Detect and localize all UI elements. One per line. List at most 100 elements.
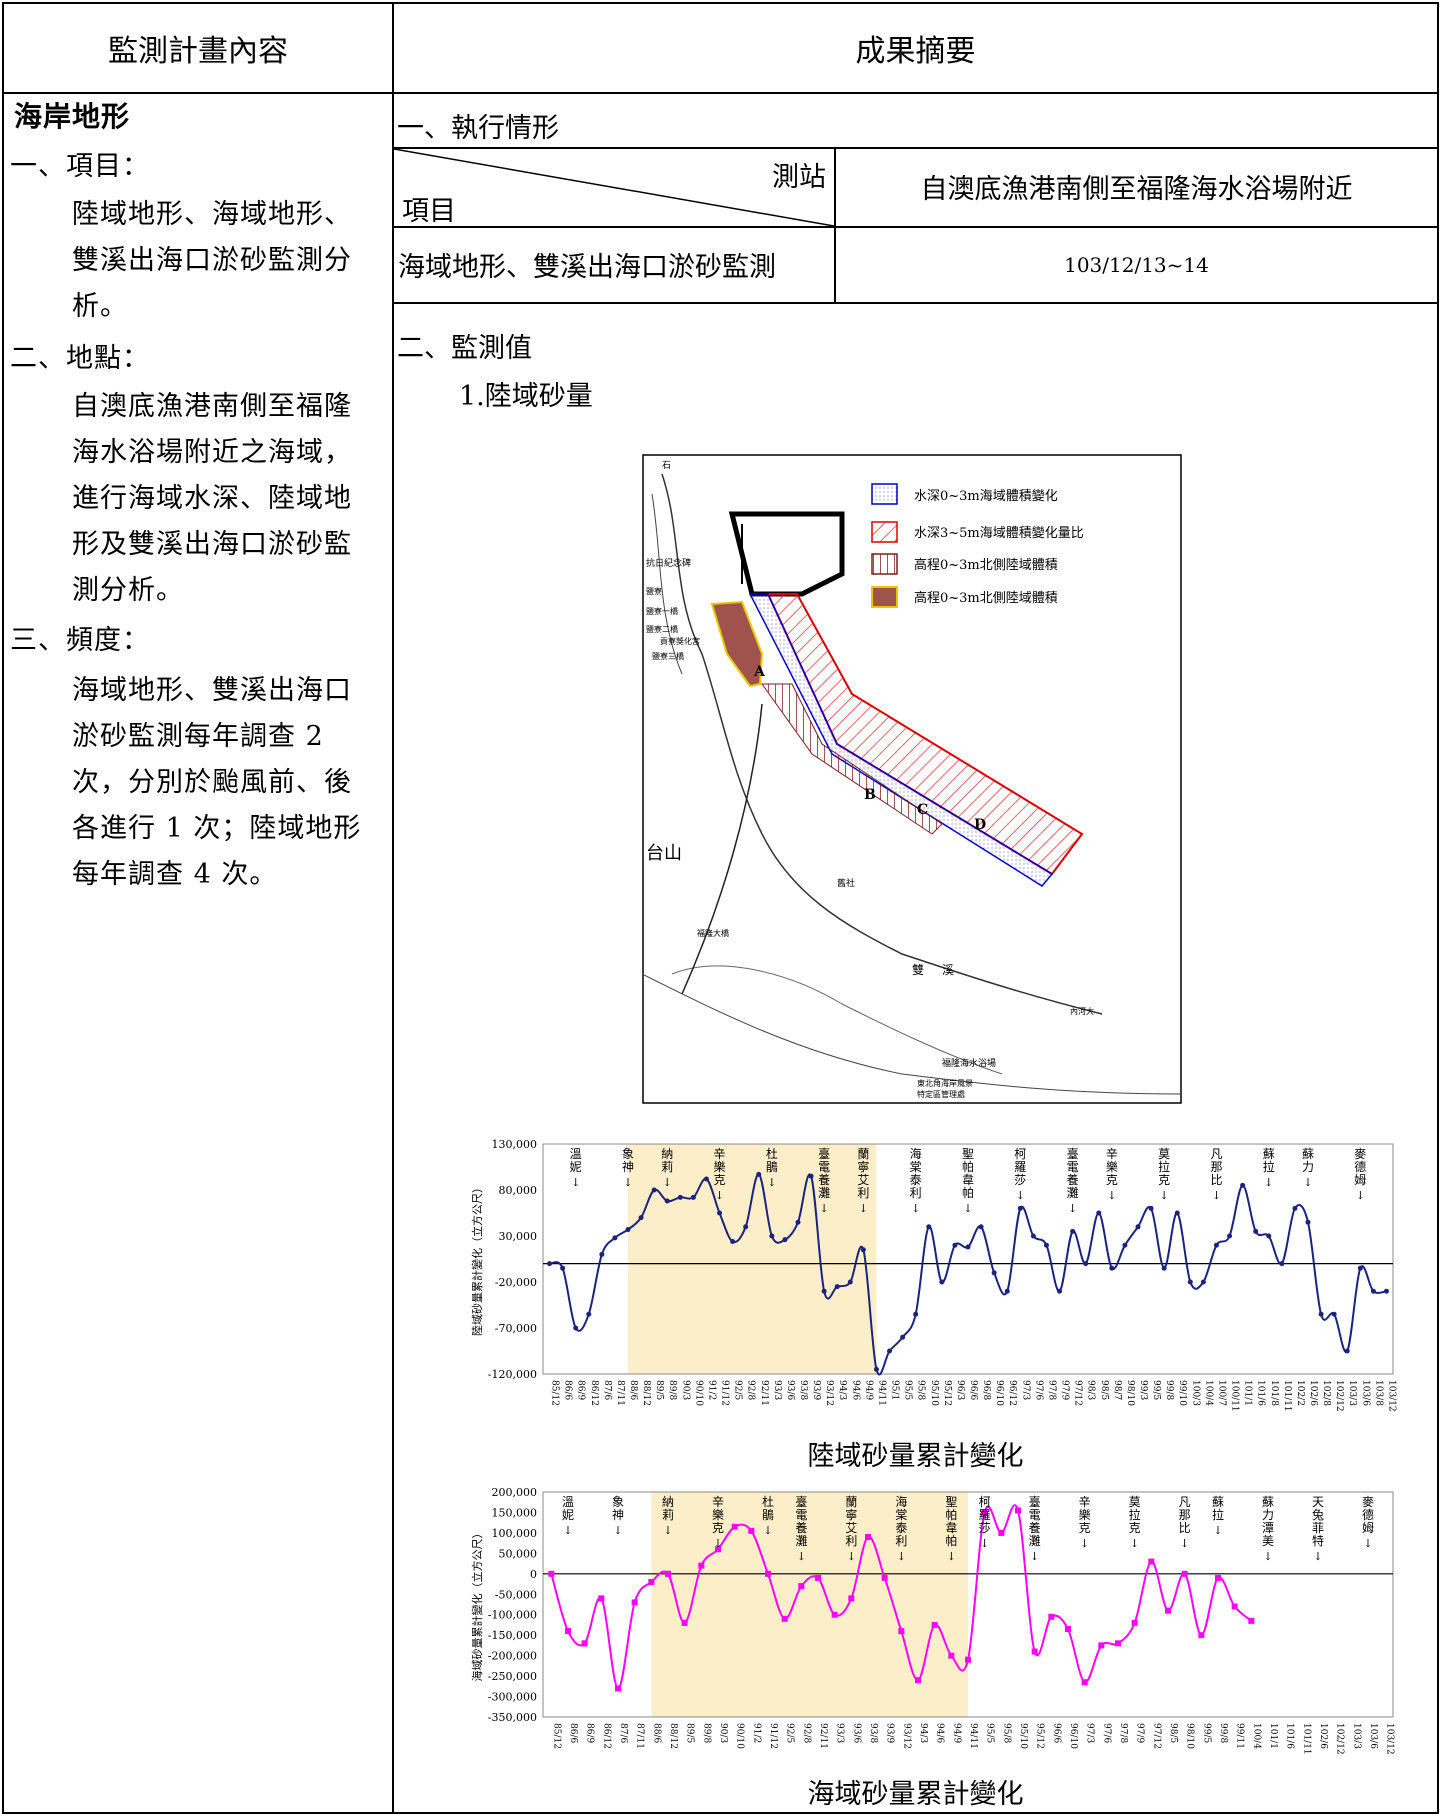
data-point: [1227, 1233, 1233, 1239]
item2-line: 測分析。: [72, 575, 184, 606]
x-tick-label: 101/6: [1285, 1723, 1295, 1749]
y-tick-label: -70,000: [495, 1322, 537, 1335]
data-point: [715, 1546, 721, 1553]
x-tick-label: 89/8: [701, 1723, 711, 1743]
annotation-arrow: ↓: [1030, 1550, 1039, 1563]
x-tick-label: 96/10: [994, 1380, 1004, 1406]
x-tick-label: 86/6: [568, 1723, 578, 1743]
x-tick-label: 90/10: [693, 1380, 703, 1406]
x-tick-label: 101/1: [1243, 1380, 1253, 1406]
data-point: [821, 1288, 827, 1294]
typhoon-annotation: 辛樂克: [712, 1495, 724, 1535]
data-point: [1292, 1205, 1298, 1211]
data-point: [931, 1621, 938, 1628]
x-tick-label: 96/6: [1051, 1723, 1061, 1743]
data-point: [926, 1224, 932, 1230]
x-tick-label: 94/11: [968, 1723, 978, 1749]
y-tick-label: 50,000: [499, 1547, 538, 1560]
plot-frame: [542, 1491, 1394, 1718]
typhoon-annotation: 納莉: [662, 1495, 674, 1522]
x-tick-label: 98/10: [1125, 1380, 1135, 1406]
typhoon-annotation: 蘇力: [1302, 1147, 1314, 1174]
data-point: [560, 1265, 566, 1271]
x-tick-label: 89/5: [654, 1380, 664, 1400]
data-point: [631, 1599, 638, 1606]
x-tick-label: 97/3: [1085, 1723, 1095, 1743]
land-sand-chart: 130,000 80,000 30,000 -20,000 -70,000 -120,00…: [470, 1138, 1396, 1412]
data-point: [978, 1224, 984, 1230]
typhoon-annotation: 蘭寧艾利: [857, 1147, 869, 1200]
annotation-arrow: ↓: [911, 1202, 920, 1215]
x-tick-label: 91/2: [706, 1380, 716, 1400]
y-axis-label: 陸域砂量累計變化（立方公尺）: [470, 1182, 484, 1336]
x-tick-label: 97/12: [1073, 1380, 1083, 1406]
land-sand-subtitle: 1.陸域砂量: [459, 381, 593, 412]
data-point: [1048, 1613, 1055, 1620]
x-tick-label: 90/10: [735, 1723, 745, 1749]
x-tick-label: 97/12: [1151, 1723, 1161, 1749]
map-label-bridge2: 鹽寮二橋: [646, 624, 678, 634]
annotation-arrow: ↓: [1130, 1537, 1139, 1550]
data-point: [915, 1677, 921, 1684]
data-point: [900, 1334, 906, 1340]
annotation-arrow: ↓: [1180, 1537, 1189, 1550]
data-point: [690, 1194, 696, 1200]
x-tick-label: 102/8: [1321, 1380, 1331, 1406]
x-tick-label: 88/12: [641, 1380, 651, 1406]
data-point: [781, 1615, 788, 1622]
x-tick-label: 93/3: [772, 1380, 782, 1400]
y-tick-label: -20,000: [495, 1276, 537, 1289]
header-left: 監測計畫內容: [4, 4, 394, 92]
data-point: [743, 1224, 749, 1230]
data-point: [1198, 1632, 1205, 1639]
data-point: [598, 1595, 605, 1602]
typhoon-annotation: 溫妮: [570, 1147, 582, 1174]
section-divider: [394, 147, 1437, 149]
x-tick-label: 92/11: [818, 1723, 828, 1749]
x-tick-label: 93/3: [835, 1723, 845, 1743]
item3-line: 每年調查 4 次。: [72, 859, 278, 890]
x-tick-label: 93/12: [901, 1723, 911, 1749]
x-tick-label: 89/8: [667, 1380, 677, 1400]
data-point: [1305, 1219, 1311, 1225]
item2-line: 海水浴場附近之海域，: [72, 437, 352, 468]
x-tick-label: 95/12: [942, 1380, 952, 1406]
x-tick-label: 93/8: [868, 1723, 878, 1743]
data-point: [1109, 1265, 1115, 1271]
y-tick-label: -100,000: [488, 1609, 537, 1622]
data-point: [615, 1685, 621, 1692]
x-tick-label: 86/12: [589, 1380, 599, 1406]
x-tick-label: 99/5: [1151, 1380, 1161, 1400]
data-point: [913, 1311, 919, 1317]
item1-body: 陸域地形、海域地形、 雙溪出海口淤砂監測分 析。: [72, 192, 386, 330]
item3-line: 各進行 1 次；陸域地形: [72, 813, 362, 844]
x-tick-label: 97/9: [1135, 1723, 1145, 1743]
chart2-caption: 海域砂量累計變化: [807, 1779, 1024, 1810]
data-point: [769, 1233, 775, 1239]
annotation-arrow: ↓: [623, 1176, 632, 1189]
data-point: [1383, 1288, 1389, 1294]
x-tick-label: 100/3: [1190, 1380, 1200, 1406]
annotation-arrow: ↓: [947, 1550, 956, 1563]
item3-line: 海域地形、雙溪出海口: [72, 675, 352, 706]
x-tick-label: 102/6: [1318, 1723, 1328, 1749]
data-point: [681, 1619, 688, 1626]
annotation-arrow: ↓: [1264, 1176, 1273, 1189]
data-point: [795, 1219, 801, 1225]
data-point: [1031, 1648, 1038, 1655]
typhoon-annotation: 臺電養灘: [1067, 1146, 1079, 1200]
map-label-office1: 東北角海岸風景: [917, 1078, 973, 1088]
data-point: [881, 1574, 888, 1581]
data-point: [965, 1656, 971, 1663]
typhoon-annotation: 蘇拉: [1212, 1495, 1224, 1522]
x-tick-label: 88/12: [668, 1723, 678, 1749]
data-point: [586, 1311, 592, 1317]
x-tick-label: 87/11: [615, 1380, 625, 1406]
annotation-arrow: ↓: [571, 1176, 580, 1189]
row-date: 103/12/13~14: [1064, 253, 1209, 277]
shaded-period: [628, 1144, 877, 1374]
item3-line: 淤砂監測每年調查 2: [72, 721, 324, 752]
x-tick-label: 86/9: [585, 1723, 595, 1743]
x-tick-label: 101/11: [1301, 1723, 1311, 1755]
x-tick-label: 91/2: [751, 1723, 761, 1743]
